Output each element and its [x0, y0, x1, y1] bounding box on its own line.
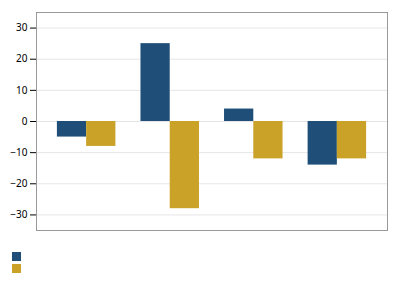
svg-text:−20: −20 — [10, 176, 27, 190]
svg-text:0: 0 — [22, 114, 28, 128]
svg-text:20: 20 — [16, 51, 28, 65]
svg-text:−30: −30 — [10, 207, 27, 221]
svg-text:10: 10 — [16, 83, 28, 97]
svg-text:−10: −10 — [10, 145, 27, 159]
svg-text:30: 30 — [16, 20, 28, 34]
